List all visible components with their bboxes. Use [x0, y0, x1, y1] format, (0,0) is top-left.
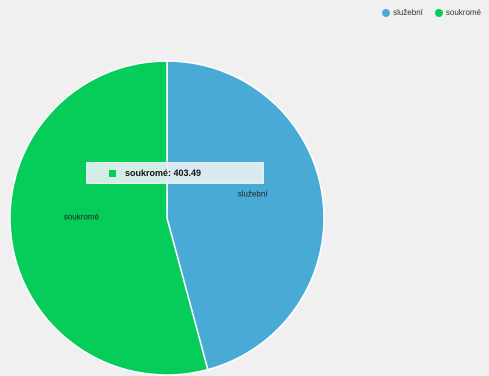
- tooltip-swatch: [109, 169, 116, 177]
- legend-label-sluzebni: služební: [393, 8, 423, 17]
- legend-marker-soukrome: [434, 8, 443, 17]
- chart-legend: služební soukromé: [382, 8, 481, 17]
- legend-item-sluzebni[interactable]: služební: [382, 8, 423, 17]
- slice-label-soukrome: soukromé: [64, 212, 100, 221]
- pie-slice-sluzebni[interactable]: [166, 60, 325, 371]
- tooltip-text: soukromé: 403.49: [125, 168, 202, 178]
- chart-tooltip: soukromé: 403.49: [86, 162, 264, 184]
- pie-slice-soukrome[interactable]: [9, 60, 209, 376]
- legend-marker-sluzebni: [382, 8, 391, 17]
- legend-label-soukrome: soukromé: [445, 8, 481, 17]
- legend-item-soukrome[interactable]: soukromé: [434, 8, 481, 17]
- slice-label-sluzebni: služební: [238, 190, 269, 199]
